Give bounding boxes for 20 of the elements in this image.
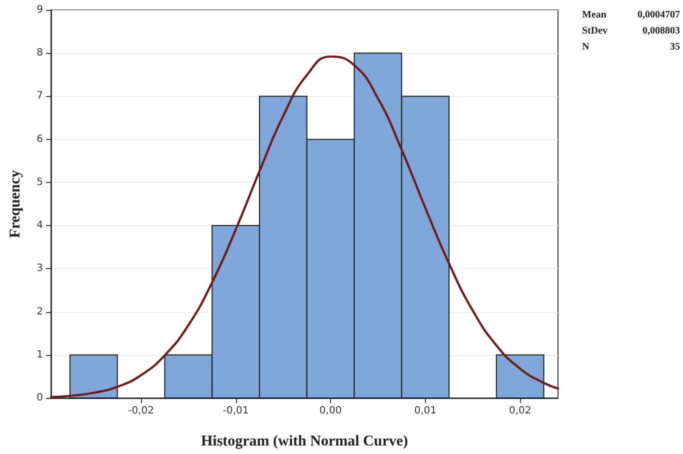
x-tick-label: -0,01 (222, 406, 249, 416)
y-tick-label: 5 (36, 176, 43, 188)
text: StDev 0,008803 (582, 26, 680, 36)
x-tick-label: 0,00 (319, 406, 342, 416)
y-tick-label: 2 (36, 306, 43, 318)
x-tick-label: -0,02 (128, 406, 154, 416)
x-tick-label: 0,01 (414, 406, 436, 416)
y-tick-label: 0 (36, 392, 43, 404)
x-axis-title: Histogram (with Normal Curve) (200, 434, 408, 450)
y-tick-label: 4 (36, 220, 43, 232)
y-tick-label: 9 (36, 4, 43, 16)
x-tick-label: 0,02 (508, 406, 532, 416)
y-tick-label: 3 (36, 263, 43, 274)
y-tick-label: 1 (36, 349, 43, 360)
y-tick-label: 8 (36, 48, 43, 59)
text: N 35 (582, 42, 680, 52)
y-axis-title: Frequency (8, 169, 24, 238)
text: Mean 0,0004707 (582, 10, 680, 20)
y-tick-label: 7 (36, 90, 43, 102)
y-tick-label: 6 (36, 134, 43, 145)
